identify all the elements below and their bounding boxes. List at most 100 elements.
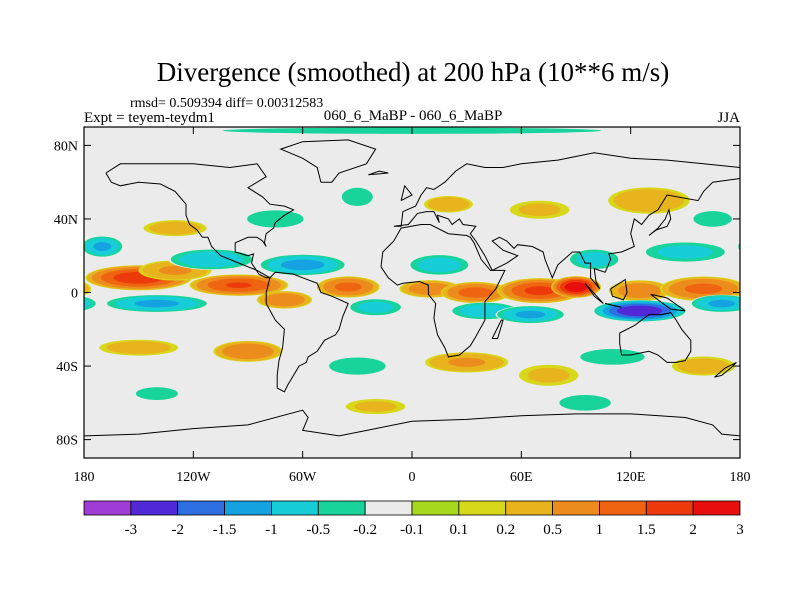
field-anomaly — [608, 187, 690, 214]
field-anomaly — [348, 298, 403, 316]
stats-label: rmsd= 0.509394 diff= 0.00312583 — [130, 96, 323, 111]
contour-level-wrap — [84, 282, 92, 296]
field-anomaly — [440, 281, 511, 304]
colorbar-box — [599, 500, 647, 516]
colorbar-label: -2 — [171, 522, 184, 538]
coastlines — [84, 139, 740, 437]
field-anomaly — [509, 200, 570, 219]
coastline — [584, 282, 604, 304]
coastline — [380, 224, 506, 358]
colorbar-box — [177, 500, 225, 516]
colorbar-box — [411, 500, 460, 516]
colorbar-label: 0.1 — [449, 522, 468, 538]
x-tick-label: 180 — [74, 470, 95, 485]
contour-level — [158, 265, 192, 275]
field-anomaly — [316, 276, 380, 298]
x-tick-label: 0 — [409, 470, 416, 485]
field-anomaly — [84, 235, 740, 258]
coastline — [619, 312, 692, 363]
colorbar-box — [552, 500, 600, 516]
coastline — [491, 319, 504, 339]
colorbar-box — [645, 500, 694, 516]
contour-level — [515, 310, 546, 319]
colorbar-label: -0.5 — [306, 522, 330, 538]
coastline — [84, 409, 740, 437]
y-tick-label: 0 — [71, 287, 78, 302]
contour-level — [222, 343, 274, 360]
colorbar: -3 -2 -1.5 -1 -0.5 -0.2 -0.1 0.1 0.2 0.5 1 1.5 2 3 — [83, 500, 744, 538]
field-anomaly — [425, 352, 509, 373]
colorbar-label: -1.5 — [213, 522, 237, 538]
contour-level — [106, 341, 171, 355]
y-tick-label: 40S — [56, 360, 78, 375]
x-tick-label: 120E — [616, 470, 646, 485]
contour-level — [613, 189, 685, 212]
field-anomaly — [84, 294, 740, 313]
contour-level — [417, 257, 462, 273]
colorbar-box — [224, 500, 272, 516]
contour-level — [564, 282, 588, 292]
comparison-label: 060_6_MaBP - 060_6_MaBP — [324, 108, 503, 124]
contour-level — [334, 282, 362, 292]
x-tick-label: 180 — [730, 470, 751, 485]
contour-level — [134, 299, 180, 308]
x-tick-label: 60W — [289, 470, 317, 485]
contour-level — [341, 187, 373, 206]
field-anomaly — [258, 254, 347, 276]
chart-title: Divergence (smoothed) at 200 hPa (10**6 … — [157, 57, 669, 87]
colorbar-label: 1.5 — [637, 522, 656, 538]
field-anomaly — [408, 254, 471, 276]
contour-level — [518, 203, 561, 217]
field-anomaly — [423, 196, 473, 213]
field-anomaly — [168, 248, 255, 270]
contour-level — [576, 252, 613, 267]
colorbar-box — [83, 500, 132, 516]
x-axis: 180 120W 60W 0 60E 120E 180 — [74, 127, 751, 485]
colorbar-label: 0.5 — [543, 522, 562, 538]
field-anomaly — [572, 347, 652, 367]
x-tick-label: 120W — [176, 470, 211, 485]
field-anomaly — [104, 294, 210, 313]
field-anomaly — [99, 339, 179, 356]
coastline — [105, 163, 295, 279]
field-anomaly — [324, 356, 390, 376]
coastline — [714, 361, 737, 378]
coastline — [368, 170, 389, 176]
field-anomaly — [593, 300, 687, 322]
field-anomaly — [495, 305, 566, 324]
map-plot-area — [84, 127, 740, 458]
x-tick-label: 60E — [510, 470, 533, 485]
coastline — [648, 208, 672, 236]
field-anomaly — [143, 220, 207, 237]
contour-level — [693, 211, 732, 227]
field-anomaly — [553, 393, 617, 413]
contour-level — [684, 283, 723, 295]
contour-level — [559, 395, 611, 411]
contour-level-wrap — [84, 283, 90, 295]
y-tick-label: 40N — [54, 213, 78, 228]
coastline — [400, 184, 413, 202]
coastline — [279, 139, 377, 183]
contour-level-wrap — [738, 242, 740, 251]
experiment-label: Expt = teyem-teydm1 — [84, 110, 215, 126]
contour-level-wrap — [737, 241, 740, 252]
contour-level — [329, 357, 386, 375]
colorbar-box — [271, 500, 319, 516]
field-anomaly — [642, 241, 728, 263]
contour-level — [247, 210, 304, 228]
field-anomaly — [189, 274, 289, 296]
y-tick-label: 80S — [56, 434, 78, 449]
coastline — [650, 293, 686, 312]
contour-level — [448, 357, 486, 367]
colorbar-box — [317, 500, 366, 516]
colorbar-label: -0.2 — [353, 522, 377, 538]
colorbar-box — [505, 500, 553, 516]
y-axis: 80N 40N 0 40S 80S — [54, 139, 740, 449]
field-anomaly — [256, 291, 313, 309]
field-anomaly — [688, 209, 737, 229]
contour-level — [263, 293, 306, 307]
colorbar-box — [458, 500, 507, 516]
season-label: JJA — [717, 110, 740, 126]
contour-level — [179, 251, 244, 268]
